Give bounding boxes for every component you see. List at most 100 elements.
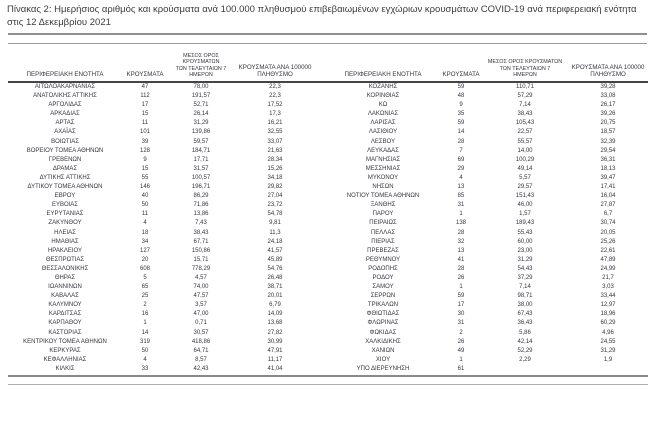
cases-cell: 319: [139, 338, 150, 345]
table-row: ΧΙΟΥ 1 2,29 1,9: [326, 356, 648, 365]
region-cell: ΧΑΛΚΙΔΙΚΗΣ: [365, 338, 401, 345]
region-cell: ΣΕΡΡΩΝ: [370, 293, 396, 300]
cases-cell: 608: [139, 265, 150, 272]
table-row: ΜΕΣΣΗΝΙΑΣ 29 49,14 18,13: [326, 165, 648, 174]
region-cell: ΑΡΓΟΛΙΔΑΣ: [48, 102, 82, 109]
region-cell: ΘΕΣΠΡΩΤΙΑΣ: [45, 256, 85, 263]
region-cell: ΡΟΔΟΠΗΣ: [368, 265, 398, 272]
table-row: ΑΡΚΑΔΙΑΣ 15 26,14 17,3: [8, 110, 316, 119]
table-row: ΔΡΑΜΑΣ 15 31,57 15,26: [8, 165, 316, 174]
per100k-cell: 13,68: [267, 320, 283, 327]
table-row: ΧΑΛΚΙΔΙΚΗΣ 26 42,14 24,55: [326, 338, 648, 347]
table-row: ΗΜΑΘΙΑΣ 34 67,71 24,18: [8, 238, 316, 247]
avg7-cell: 46,00: [517, 202, 533, 209]
cases-cell: 50: [141, 202, 149, 209]
region-cell: ΑΝΑΤΟΛΙΚΗΣ ΑΤΤΙΚΗΣ: [33, 93, 97, 100]
table-row: ΦΩΚΙΔΑΣ 2 5,86 4,96: [326, 329, 648, 338]
per100k-cell: 18,57: [600, 129, 616, 136]
cases-cell: 16: [141, 311, 149, 318]
per100k-cell: 39,47: [600, 174, 616, 181]
avg7-cell: 151,43: [515, 193, 535, 200]
region-cell: ΛΑΣΙΘΙΟΥ: [368, 129, 398, 136]
cases-cell: 59: [457, 293, 465, 300]
table-row: ΛΕΣΒΟΥ 28 55,57 32,39: [326, 138, 648, 147]
avg7-cell: 64,71: [193, 347, 209, 354]
region-cell: ΛΑΡΙΣΑΣ: [370, 120, 396, 127]
column-header-avg7: ΜΕΣΟΣ ΟΡΟΣ ΚΡΟΥΣΜΑΤΩΝ ΤΩΝ ΤΕΛΕΥΤΑΙΩΝ 7 Η…: [487, 59, 563, 78]
table-row: ΕΒΡΟΥ 40 86,29 27,04: [8, 192, 316, 201]
per100k-cell: 32,39: [600, 138, 616, 145]
cases-cell: 20: [141, 256, 149, 263]
per100k-cell: 6,79: [269, 302, 281, 309]
avg7-cell: 38,43: [193, 229, 209, 236]
per100k-cell: 11,17: [267, 356, 283, 363]
region-cell: ΒΟΡΕΙΟΥ ΤΟΜΕΑ ΑΘΗΝΩΝ: [26, 147, 104, 154]
region-cell: ΓΡΕΒΕΝΩΝ: [48, 156, 82, 163]
per100k-cell: 23,72: [267, 202, 283, 209]
per100k-cell: 29,82: [267, 184, 283, 191]
avg7-cell: 13,86: [193, 211, 209, 218]
region-cell: ΛΑΚΩΝΙΑΣ: [367, 111, 399, 118]
avg7-cell: 5,86: [519, 329, 531, 336]
avg7-cell: 150,86: [191, 247, 211, 254]
cases-cell: 11: [141, 120, 149, 127]
per100k-cell: 20,05: [600, 229, 616, 236]
table-row: ΑΙΤΩΛΟΑΚΑΡΝΑΝΙΑΣ 47 78,00 22,3: [8, 83, 316, 92]
cases-cell: 28: [457, 138, 465, 145]
per100k-cell: 39,28: [600, 84, 616, 90]
region-cell: ΡΕΘΥΜΝΟΥ: [365, 256, 401, 263]
avg7-cell: 42,14: [517, 338, 533, 345]
per100k-cell: 18,13: [600, 165, 616, 172]
table-row: ΑΡΓΟΛΙΔΑΣ 17 52,71 17,52: [8, 101, 316, 110]
table-row: ΘΗΡΑΣ 5 4,57 26,48: [8, 274, 316, 283]
per100k-cell: 16,04: [600, 193, 616, 200]
cases-cell: 2: [459, 329, 463, 336]
table-row: ΛΑΚΩΝΙΑΣ 35 38,43 39,26: [326, 110, 648, 119]
per100k-cell: 26,48: [267, 274, 283, 281]
per100k-cell: 24,55: [600, 338, 616, 345]
avg7-cell: 98,71: [517, 293, 533, 300]
per100k-cell: 12,97: [600, 302, 616, 309]
avg7-cell: 37,29: [517, 274, 533, 281]
avg7-cell: 23,00: [517, 247, 533, 254]
avg7-cell: 78,00: [193, 84, 209, 90]
region-cell: ΠΙΕΡΙΑΣ: [371, 238, 395, 245]
top-rule-thin: [8, 43, 647, 44]
region-cell: ΚΑΣΤΟΡΙΑΣ: [48, 329, 82, 336]
region-cell: ΑΙΤΩΛΟΑΚΑΡΝΑΝΙΑΣ: [34, 84, 96, 90]
avg7-cell: 110,71: [516, 84, 534, 90]
avg7-cell: 47,57: [193, 293, 209, 300]
region-cell: ΖΑΚΥΝΘΟΥ: [48, 220, 82, 227]
avg7-cell: 55,43: [517, 229, 533, 236]
per100k-cell: 25,26: [600, 238, 616, 245]
region-cell: ΞΑΝΘΗΣ: [370, 202, 396, 209]
avg7-cell: 36,43: [517, 320, 533, 327]
region-cell: ΒΟΙΩΤΙΑΣ: [51, 138, 79, 145]
table-header-band: ΠΕΡΙΦΕΡΕΙΑΚΗ ΕΝΟΤΗΤΑ ΚΡΟΥΣΜΑΤΑ ΜΕΣΟΣ ΟΡΟ…: [8, 46, 648, 80]
avg7-cell: 0,71: [195, 320, 207, 327]
table-row: ΥΠΟ ΔΙΕΡΕΥΝΗΣΗ 61: [326, 365, 648, 374]
table-row: ΡΟΔΟΥ 26 37,29 21,7: [326, 274, 648, 283]
table-row: ΡΟΔΟΠΗΣ 28 54,43 24,99: [326, 265, 648, 274]
region-cell: ΚΩ: [378, 102, 388, 109]
cases-cell: 1: [459, 356, 463, 363]
cases-cell: 4: [143, 356, 147, 363]
avg7-cell: 54,43: [517, 265, 533, 272]
table-left-half: ΑΙΤΩΛΟΑΚΑΡΝΑΝΙΑΣ 47 78,00 22,3 ΑΝΑΤΟΛΙΚΗΣ ΑΤ…: [8, 83, 316, 374]
avg7-cell: 184,71: [191, 147, 211, 154]
cases-cell: 14: [457, 129, 465, 136]
per100k-cell: 22,61: [600, 247, 616, 254]
per100k-cell: 17,52: [267, 102, 283, 109]
table-row: ΙΩΑΝΝΙΝΩΝ 65 74,00 38,71: [8, 283, 316, 292]
table-body-band: ΑΙΤΩΛΟΑΚΑΡΝΑΝΙΑΣ 47 78,00 22,3 ΑΝΑΤΟΛΙΚΗΣ ΑΤ…: [8, 83, 648, 374]
per100k-cell: 17,3: [269, 111, 281, 118]
avg7-cell: 100,57: [191, 174, 211, 181]
table-row: ΔΥΤΙΚΟΥ ΤΟΜΕΑ ΑΘΗΝΩΝ 146 196,71 29,82: [8, 183, 316, 192]
table-row: ΘΕΣΣΑΛΟΝΙΚΗΣ 608 778,29 54,76: [8, 265, 316, 274]
avg7-cell: 139,86: [191, 129, 211, 136]
region-cell: ΡΟΔΟΥ: [372, 274, 394, 281]
avg7-cell: 67,43: [517, 311, 533, 318]
avg7-cell: 47,00: [193, 311, 209, 318]
region-cell: ΚΑΛΥΜΝΟΥ: [48, 302, 82, 309]
avg7-cell: 100,29: [515, 156, 535, 163]
